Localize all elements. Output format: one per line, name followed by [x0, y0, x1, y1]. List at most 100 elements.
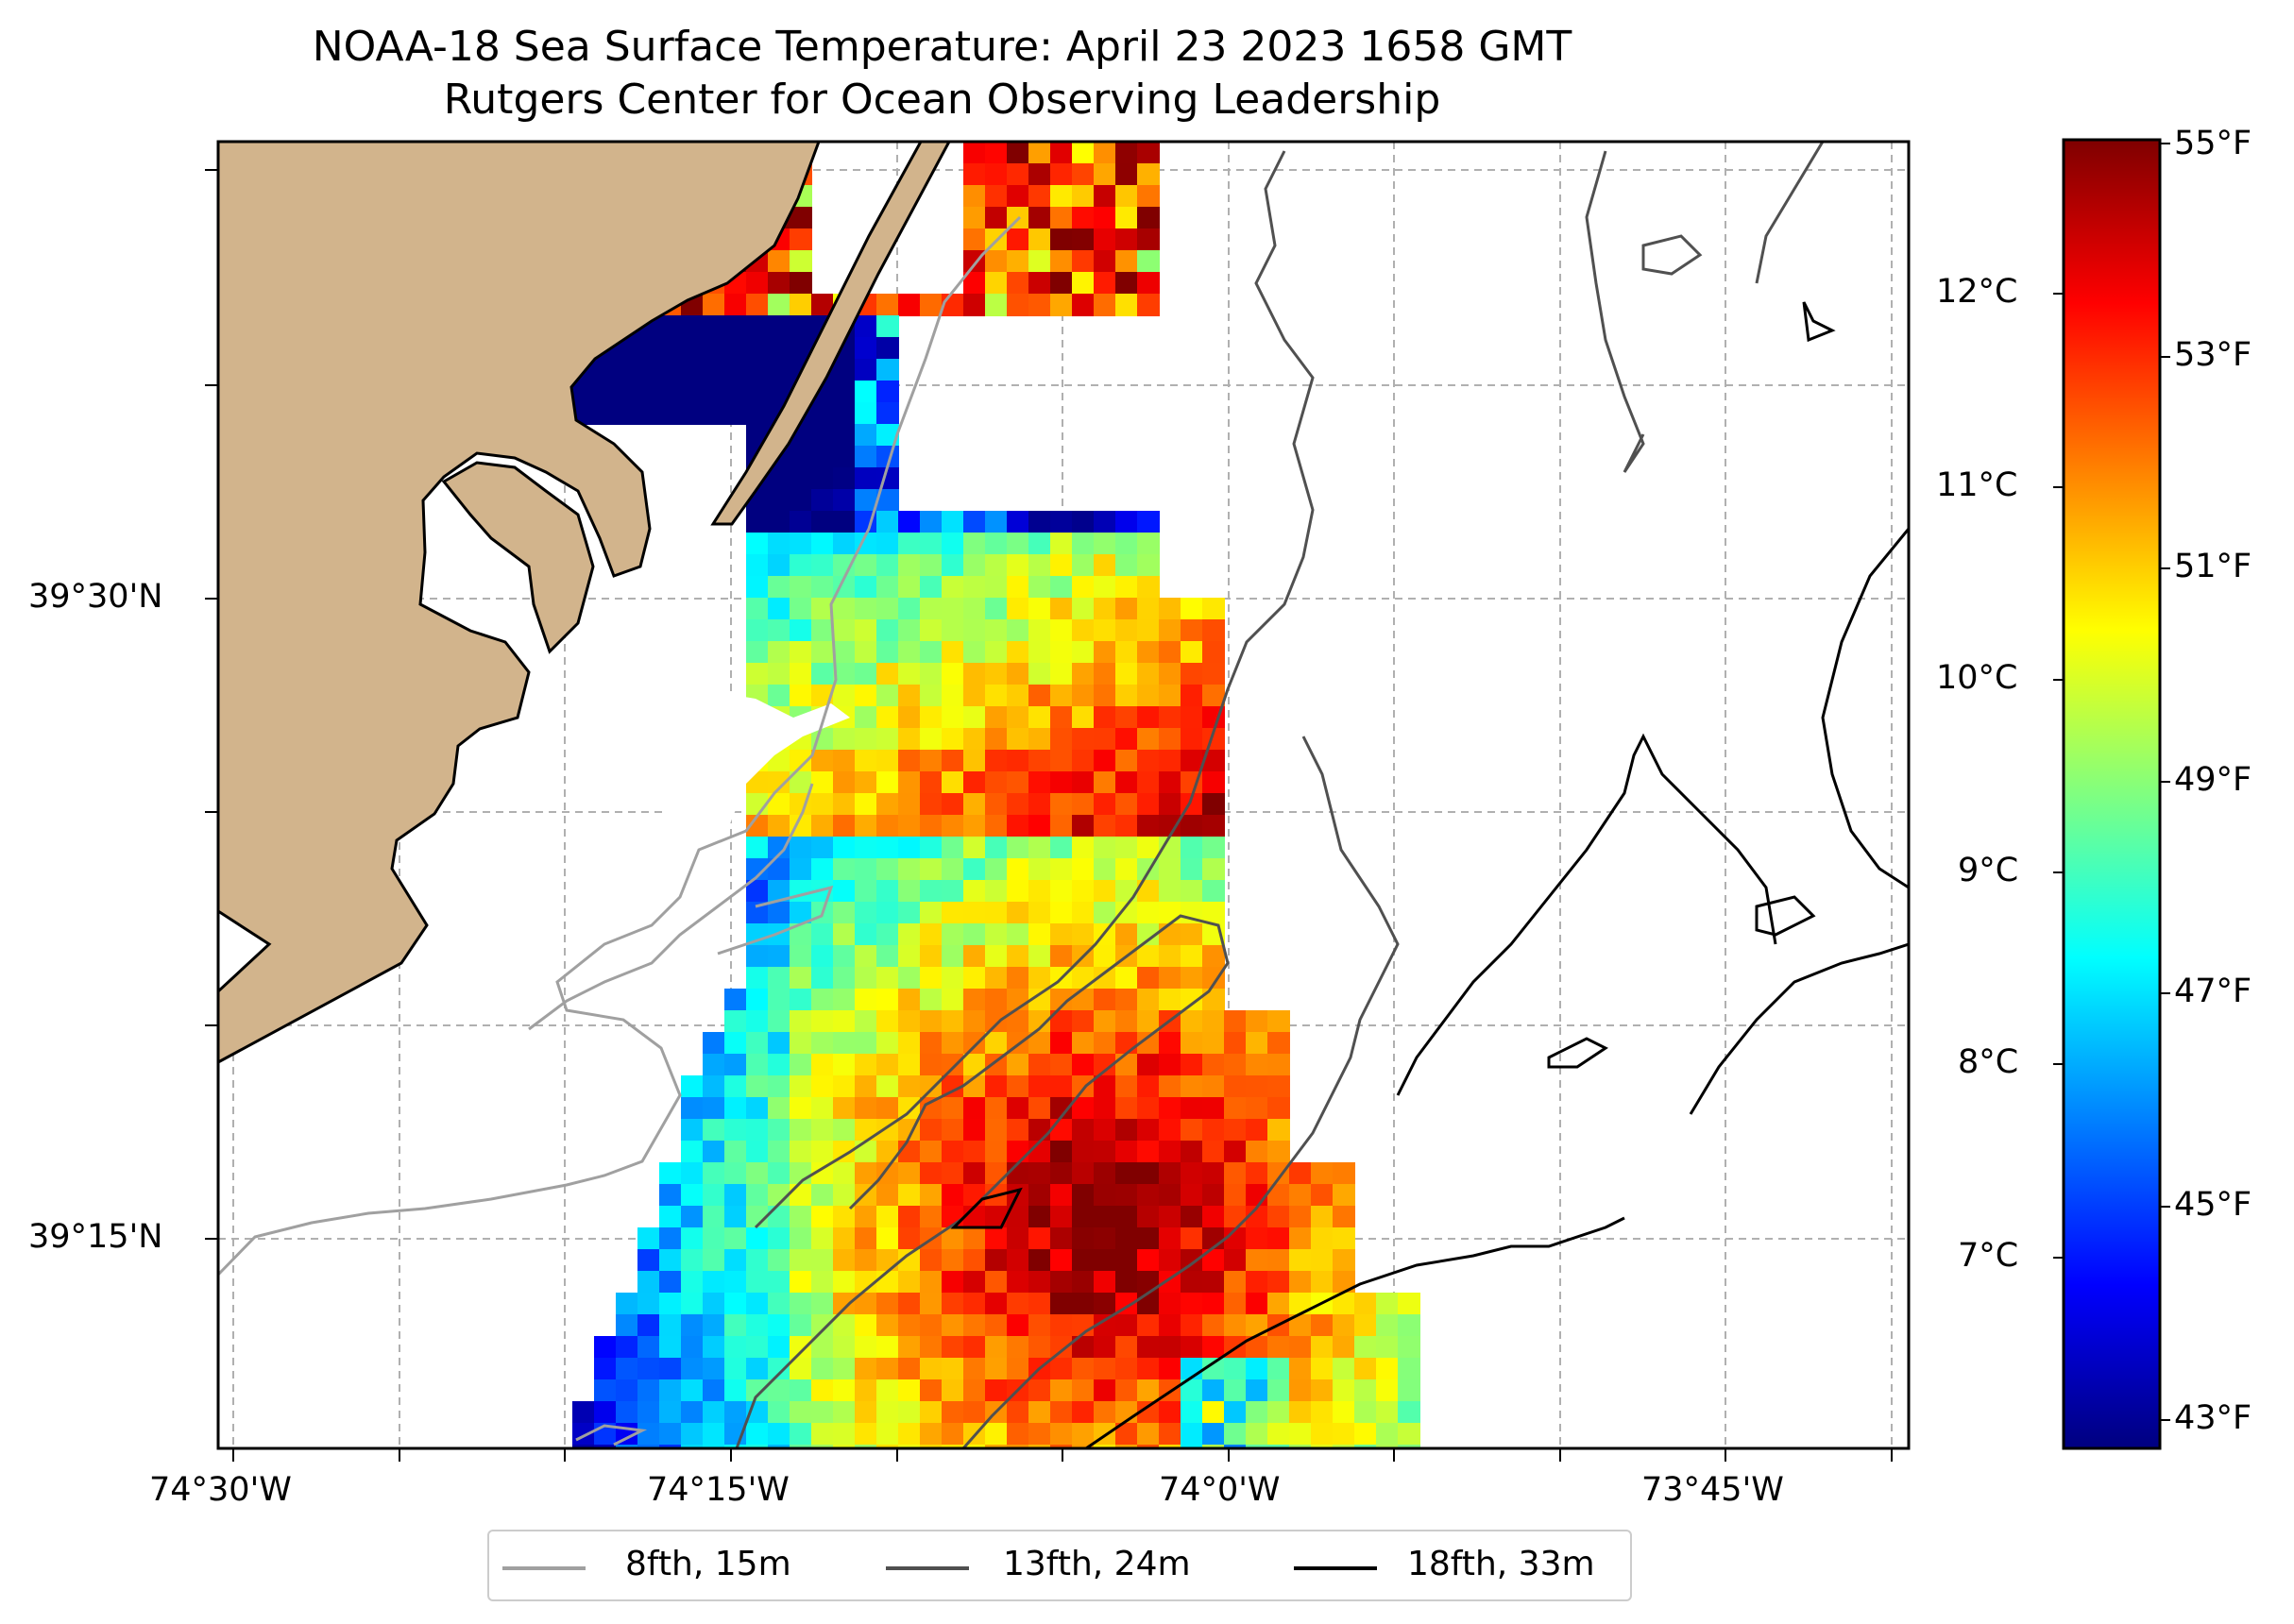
sst-pixel [637, 1271, 660, 1294]
sst-pixel [1159, 858, 1181, 881]
sst-pixel [1072, 1206, 1095, 1228]
sst-pixel [1137, 750, 1160, 772]
sst-pixel [942, 1249, 964, 1272]
sst-pixel [1159, 923, 1181, 946]
sst-pixel [1376, 1293, 1399, 1315]
sst-pixel [833, 1054, 856, 1076]
sst-pixel [768, 1097, 790, 1120]
sst-pixel [811, 663, 834, 685]
sst-pixel [920, 750, 943, 772]
sst-pixel [920, 902, 943, 924]
sst-pixel [1137, 1162, 1160, 1185]
sst-pixel [985, 576, 1008, 599]
sst-pixel [746, 1271, 769, 1294]
sst-pixel [616, 1379, 638, 1402]
sst-pixel [1333, 1249, 1355, 1272]
sst-pixel [1181, 1032, 1203, 1055]
sst-pixel [898, 1271, 921, 1294]
sst-pixel [1289, 1206, 1312, 1228]
sst-pixel [985, 1097, 1008, 1120]
sst-pixel [768, 1423, 790, 1446]
sst-pixel [811, 1358, 834, 1380]
sst-pixel [637, 1293, 660, 1315]
sst-pixel [790, 272, 812, 295]
sst-pixel [1094, 228, 1116, 251]
sst-pixel [1028, 1162, 1051, 1185]
sst-pixel [1028, 1401, 1051, 1424]
sst-pixel [833, 424, 856, 447]
sst-pixel [1246, 1010, 1268, 1033]
sst-pixel [1094, 1271, 1116, 1294]
sst-pixel [1007, 1097, 1029, 1120]
sst-pixel [659, 1314, 682, 1337]
sst-pixel [1115, 294, 1138, 316]
sst-pixel [1181, 728, 1203, 751]
sst-pixel [1398, 1336, 1420, 1359]
sst-pixel [1289, 1379, 1312, 1402]
sst-pixel [985, 598, 1008, 620]
sst-pixel [703, 402, 725, 425]
sst-pixel [1181, 1206, 1203, 1228]
sst-pixel [1202, 1054, 1225, 1076]
sst-pixel [942, 1358, 964, 1380]
sst-pixel [703, 1293, 725, 1315]
sst-pixel [1289, 1227, 1312, 1250]
sst-pixel [963, 989, 986, 1011]
sst-pixel [876, 1206, 899, 1228]
sst-pixel [1072, 207, 1095, 229]
sst-pixel [790, 858, 812, 881]
sst-pixel [790, 228, 812, 251]
sst-pixel [963, 1358, 986, 1380]
sst-pixel [1094, 619, 1116, 642]
sst-pixel [1050, 771, 1073, 794]
sst-pixel [1072, 793, 1095, 816]
sst-pixel [811, 923, 834, 946]
sst-pixel [746, 1097, 769, 1120]
sst-pixel [920, 619, 943, 642]
sst-pixel [898, 1206, 921, 1228]
sst-pixel [855, 1075, 877, 1098]
sst-pixel [1181, 1010, 1203, 1033]
sst-pixel [746, 663, 769, 685]
sst-pixel [746, 1445, 769, 1448]
sst-pixel [1181, 1293, 1203, 1315]
sst-pixel [1072, 1162, 1095, 1185]
sst-pixel [1311, 1336, 1334, 1359]
sst-pixel [811, 1423, 834, 1446]
sst-pixel [942, 1054, 964, 1076]
sst-pixel [985, 837, 1008, 859]
sst-pixel [985, 793, 1008, 816]
sst-pixel [1267, 1293, 1290, 1315]
sst-pixel [876, 663, 899, 685]
sst-pixel [1333, 1271, 1355, 1294]
sst-pixel [1159, 728, 1181, 751]
sst-pixel [616, 1358, 638, 1380]
sst-pixel [1094, 1184, 1116, 1207]
sst-pixel [637, 1249, 660, 1272]
sst-pixel [1050, 1227, 1073, 1250]
sst-pixel [1246, 1271, 1268, 1294]
sst-pixel [681, 1293, 704, 1315]
sst-pixel [746, 1141, 769, 1163]
sst-pixel [703, 1075, 725, 1098]
sst-pixel [1007, 728, 1029, 751]
sst-pixel [681, 1271, 704, 1294]
sst-pixel [768, 1162, 790, 1185]
sst-pixel [963, 1032, 986, 1055]
sst-pixel [1181, 1054, 1203, 1076]
sst-pixel [811, 793, 834, 816]
sst-pixel [985, 967, 1008, 990]
sst-pixel [1072, 1075, 1095, 1098]
sst-pixel [1115, 685, 1138, 707]
sst-pixel [833, 533, 856, 555]
contour-8fth-4 [575, 1424, 648, 1446]
sst-pixel [1181, 858, 1203, 881]
sst-pixel [1007, 598, 1029, 620]
sst-pixel [790, 467, 812, 490]
sst-pixel [1050, 750, 1073, 772]
sst-pixel [1028, 771, 1051, 794]
sst-pixel [790, 1141, 812, 1163]
sst-pixel [855, 1141, 877, 1163]
sst-pixel [1159, 793, 1181, 816]
sst-pixel [898, 771, 921, 794]
